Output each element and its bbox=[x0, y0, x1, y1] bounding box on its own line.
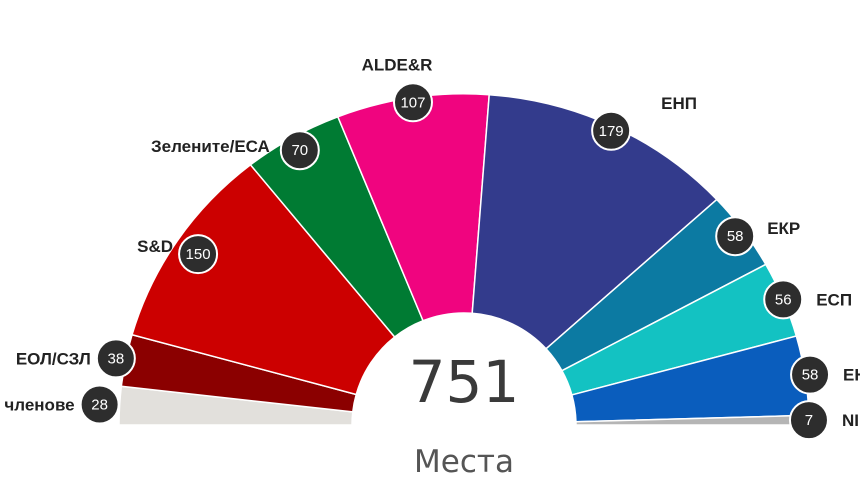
party-label-нечленове: членове bbox=[4, 395, 74, 414]
slice-alde-r bbox=[336, 93, 491, 322]
seat-count-alde-r: 107 bbox=[400, 94, 425, 111]
seat-count-ен: 58 bbox=[802, 367, 819, 384]
party-label-еол-сзл: ЕОЛ/СЗЛ bbox=[16, 349, 91, 368]
party-label-енп: ЕНП bbox=[661, 94, 697, 113]
seat-badge-alde-r bbox=[392, 82, 433, 123]
markers-group: 28 членове 38 ЕОЛ/СЗЛ 150 S&D 70 Зелените/ЕСА 10… bbox=[4, 55, 860, 441]
seat-count-s-d: 150 bbox=[186, 246, 211, 263]
party-label-екр: ЕКР bbox=[767, 219, 800, 238]
seat-badge-зелените-еса bbox=[279, 130, 320, 171]
total-seats: 751 bbox=[409, 348, 520, 416]
seat-count-зелените-еса: 70 bbox=[291, 142, 308, 159]
seat-badge-енп bbox=[591, 110, 632, 151]
party-label-alde-r: ALDE&R bbox=[362, 55, 433, 74]
seat-count-есп: 56 bbox=[775, 291, 792, 308]
seat-badge-ен bbox=[790, 354, 831, 395]
seat-count-екр: 58 bbox=[727, 228, 744, 245]
party-label-есп: ЕСП bbox=[816, 290, 852, 309]
seat-count-нечленове: 28 bbox=[91, 396, 108, 413]
seat-count-енп: 179 bbox=[599, 123, 624, 140]
seat-badge-еол-сзл bbox=[95, 338, 136, 379]
seat-badge-нечленове bbox=[79, 384, 120, 425]
seat-badge-екр bbox=[715, 216, 756, 257]
slice-енп bbox=[471, 93, 718, 350]
seat-count-еол-сзл: 38 bbox=[107, 350, 124, 367]
slices-group bbox=[118, 93, 810, 426]
seat-count-ni: 7 bbox=[805, 412, 813, 429]
seats-unit-label: Места bbox=[414, 444, 514, 480]
seat-badge-есп bbox=[763, 279, 804, 320]
slice-s-d bbox=[131, 163, 396, 396]
seat-badge-s-d bbox=[178, 234, 219, 275]
party-label-зелените-еса: Зелените/ЕСА bbox=[151, 137, 270, 156]
party-label-ен: ЕН bbox=[843, 366, 860, 385]
seat-badge-ni bbox=[788, 400, 829, 441]
party-label-s-d: S&D bbox=[137, 237, 173, 256]
slice-зелените-еса bbox=[249, 115, 425, 339]
party-label-ni: NI bbox=[842, 411, 859, 430]
